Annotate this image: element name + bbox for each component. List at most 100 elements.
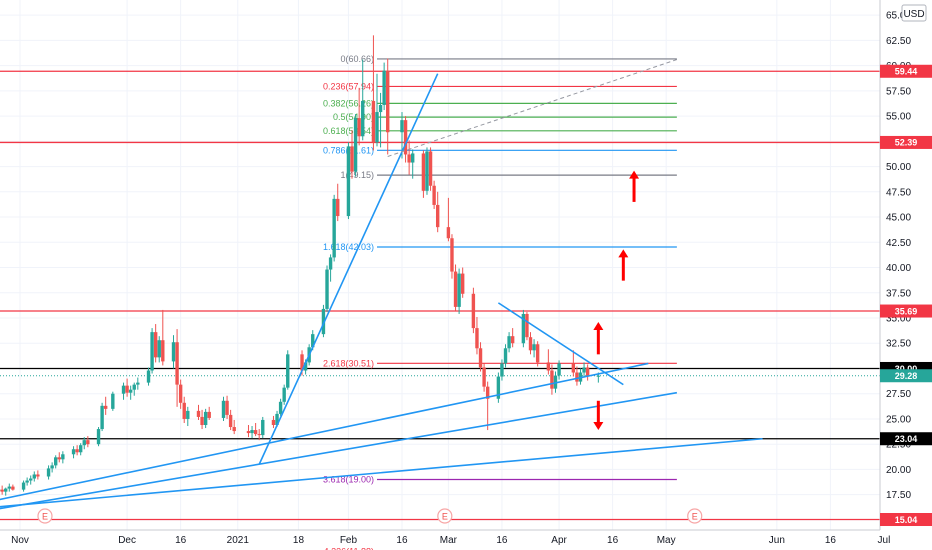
price-tick-label: 42.50 xyxy=(886,238,911,249)
candle-body xyxy=(357,118,361,137)
candle xyxy=(578,368,583,385)
time-tick-label: 16 xyxy=(496,535,508,546)
candle xyxy=(203,408,208,429)
price-line-tag-label: 23.04 xyxy=(895,434,918,444)
candle-body xyxy=(157,340,161,358)
time-axis[interactable]: Nov Dec 16 2021 18 Feb 16 Mar 16 Apr 16 May Jun 16 Jul xyxy=(11,535,890,546)
time-tick-label: Jul xyxy=(878,535,891,546)
candle xyxy=(103,396,108,415)
candle xyxy=(382,62,386,111)
trend-line xyxy=(0,437,763,508)
candle xyxy=(346,142,351,220)
price-tick-label: 25.00 xyxy=(886,414,911,425)
candle xyxy=(500,359,504,381)
candle xyxy=(336,183,340,222)
candle-body xyxy=(71,449,76,455)
currency-label: USD xyxy=(903,9,924,20)
candle-body xyxy=(54,457,58,466)
candle xyxy=(32,471,36,482)
candle xyxy=(496,372,501,403)
candle xyxy=(178,379,183,409)
candle xyxy=(375,73,379,147)
arrow-head xyxy=(629,170,640,179)
candle xyxy=(246,425,251,438)
price-tick-label: 45.00 xyxy=(886,213,911,224)
candle-body xyxy=(111,393,115,409)
candle xyxy=(510,328,515,348)
fib-level-label: 0.618(53.54) xyxy=(323,126,374,136)
candle-body xyxy=(182,402,186,419)
candle-body xyxy=(386,70,390,133)
fib-level-label: 1(49.15) xyxy=(340,170,374,180)
candle xyxy=(150,328,154,374)
price-axis[interactable]: 15.0017.5020.0022.5025.0027.5030.0032.50… xyxy=(880,11,932,527)
candle-body xyxy=(361,100,365,137)
candle xyxy=(471,287,476,334)
candle xyxy=(100,402,104,432)
candle xyxy=(535,341,540,367)
candle xyxy=(525,311,529,341)
price-tick-label: 32.50 xyxy=(886,339,911,350)
candle-body xyxy=(421,153,426,191)
candle xyxy=(78,443,83,456)
arrow-up-icon xyxy=(629,170,640,202)
price-tick-label: 37.50 xyxy=(886,288,911,299)
candle-body xyxy=(175,342,179,385)
candle xyxy=(136,377,140,390)
candle-body xyxy=(446,227,451,239)
fib-level-label: 4.236(11.88) xyxy=(324,546,374,550)
time-tick-label: 16 xyxy=(825,535,837,546)
candle xyxy=(575,366,579,386)
price-tick-label: 20.00 xyxy=(886,465,911,476)
price-line-tag xyxy=(880,432,932,446)
price-tick-label: 65.00 xyxy=(886,11,911,22)
fib-level-label: 0.382(56.26) xyxy=(323,98,374,108)
candle xyxy=(328,254,333,282)
candle xyxy=(582,362,586,378)
candle-body xyxy=(178,384,183,403)
candle-body xyxy=(371,100,376,143)
candle-body xyxy=(475,328,479,349)
candle-body xyxy=(350,146,354,172)
candle-body xyxy=(250,430,254,434)
candle xyxy=(71,446,76,459)
candle-body xyxy=(186,410,190,419)
candle-body xyxy=(457,273,461,307)
candle-body xyxy=(428,151,433,186)
candle-body xyxy=(460,273,465,294)
candle-body xyxy=(4,488,8,492)
fib-level-label: 0.236(57.94) xyxy=(323,81,374,91)
candle-body xyxy=(257,434,261,436)
candle-body xyxy=(482,367,486,387)
candle-body xyxy=(525,313,529,338)
candle xyxy=(482,363,486,392)
candle xyxy=(446,197,451,242)
candle-body xyxy=(278,401,283,414)
candle xyxy=(411,149,415,179)
candle xyxy=(128,385,133,400)
fib-level-label: 0(60.66) xyxy=(340,54,374,64)
candle xyxy=(257,429,261,441)
candle-body xyxy=(321,308,326,335)
candle-body xyxy=(557,363,561,376)
candle-body xyxy=(411,153,415,163)
candle xyxy=(478,342,483,372)
candle-body xyxy=(161,340,165,362)
candle-body xyxy=(121,385,126,394)
candle-body xyxy=(435,204,440,228)
candle xyxy=(21,480,26,492)
candle xyxy=(50,462,54,473)
candle-body xyxy=(507,336,511,349)
candle-body xyxy=(375,112,379,143)
candle xyxy=(353,114,358,177)
candle xyxy=(350,130,354,179)
candle-body xyxy=(478,348,483,368)
price-line-tag-label: 30.00 xyxy=(895,364,918,374)
currency-badge[interactable]: USD xyxy=(901,4,927,22)
candle-body xyxy=(275,413,279,426)
candle-body xyxy=(150,332,154,371)
candle xyxy=(186,406,190,427)
candle xyxy=(428,147,433,191)
candle-body xyxy=(136,382,140,385)
